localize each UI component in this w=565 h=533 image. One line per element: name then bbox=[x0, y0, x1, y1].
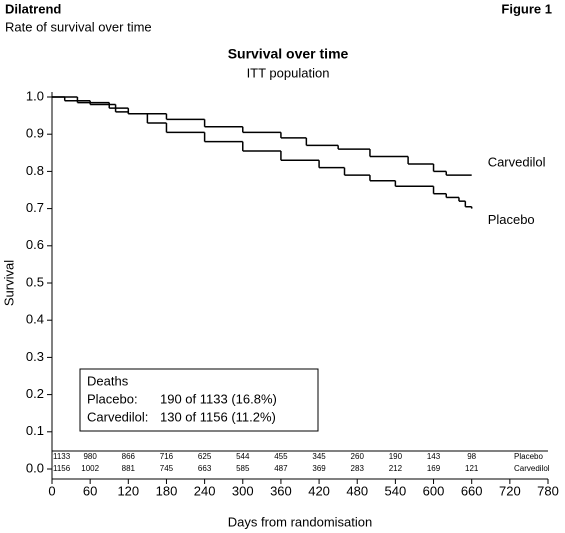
x-tick-label: 540 bbox=[385, 483, 407, 498]
at-risk-count: 663 bbox=[198, 464, 212, 473]
x-tick-label: 720 bbox=[499, 483, 521, 498]
at-risk-count: 212 bbox=[389, 464, 403, 473]
figure-label: Figure 1 bbox=[501, 1, 552, 16]
y-tick-label: 0.8 bbox=[26, 163, 44, 178]
brand: Dilatrend bbox=[5, 1, 61, 16]
y-tick-label: 0.4 bbox=[26, 312, 44, 327]
at-risk-count: 585 bbox=[236, 464, 250, 473]
at-risk-count: 455 bbox=[274, 452, 288, 461]
y-tick-label: 0.1 bbox=[26, 423, 44, 438]
x-tick-label: 780 bbox=[537, 483, 559, 498]
y-tick-label: 0.3 bbox=[26, 349, 44, 364]
chart-subtitle: ITT population bbox=[247, 65, 330, 80]
x-tick-label: 300 bbox=[232, 483, 254, 498]
at-risk-count: 369 bbox=[312, 464, 326, 473]
at-risk-count: 881 bbox=[122, 464, 136, 473]
deaths-group: Carvedilol: bbox=[87, 409, 148, 424]
y-tick-label: 0.9 bbox=[26, 126, 44, 141]
deaths-count: 190 of 1133 (16.8%) bbox=[160, 391, 277, 406]
at-risk-count: 716 bbox=[160, 452, 174, 461]
x-tick-label: 600 bbox=[423, 483, 445, 498]
at-risk-count: 143 bbox=[427, 452, 441, 461]
at-risk-count: 121 bbox=[465, 464, 479, 473]
at-risk-count: 190 bbox=[389, 452, 403, 461]
y-tick-label: 0.0 bbox=[26, 460, 44, 475]
series-label: Placebo bbox=[488, 212, 535, 227]
y-tick-label: 0.5 bbox=[26, 274, 44, 289]
at-risk-count: 487 bbox=[274, 464, 288, 473]
y-axis-label: Survival bbox=[1, 260, 16, 306]
deaths-count: 130 of 1156 (11.2%) bbox=[160, 409, 276, 424]
deaths-title: Deaths bbox=[87, 373, 129, 388]
x-axis-label: Days from randomisation bbox=[228, 514, 373, 529]
at-risk-group: Carvedilol bbox=[514, 464, 550, 473]
y-tick-label: 0.6 bbox=[26, 237, 44, 252]
y-tick-label: 1.0 bbox=[26, 88, 44, 103]
deaths-box bbox=[79, 368, 319, 432]
at-risk-count: 1002 bbox=[81, 464, 99, 473]
x-tick-label: 420 bbox=[308, 483, 330, 498]
at-risk-count: 745 bbox=[160, 464, 174, 473]
at-risk-count: 1156 bbox=[53, 464, 71, 473]
chart-title: Survival over time bbox=[228, 46, 349, 62]
x-tick-label: 180 bbox=[156, 483, 178, 498]
at-risk-count: 980 bbox=[83, 452, 97, 461]
x-tick-label: 480 bbox=[346, 483, 368, 498]
page-subtitle: Rate of survival over time bbox=[5, 19, 152, 34]
at-risk-count: 260 bbox=[351, 452, 365, 461]
at-risk-count: 98 bbox=[467, 452, 476, 461]
at-risk-count: 1133 bbox=[53, 452, 71, 461]
x-tick-label: 120 bbox=[117, 483, 139, 498]
at-risk-count: 544 bbox=[236, 452, 250, 461]
deaths-group: Placebo: bbox=[87, 391, 138, 406]
at-risk-group: Placebo bbox=[514, 452, 543, 461]
x-tick-label: 360 bbox=[270, 483, 292, 498]
at-risk-count: 283 bbox=[351, 464, 365, 473]
x-tick-label: 660 bbox=[461, 483, 483, 498]
series-label: Carvedilol bbox=[488, 155, 546, 170]
x-tick-label: 0 bbox=[48, 483, 55, 498]
at-risk-count: 169 bbox=[427, 464, 441, 473]
x-tick-label: 60 bbox=[83, 483, 97, 498]
y-tick-label: 0.2 bbox=[26, 386, 44, 401]
at-risk-count: 625 bbox=[198, 452, 212, 461]
x-tick-label: 240 bbox=[194, 483, 216, 498]
at-risk-count: 345 bbox=[312, 452, 326, 461]
y-tick-label: 0.7 bbox=[26, 200, 44, 215]
at-risk-count: 866 bbox=[122, 452, 136, 461]
